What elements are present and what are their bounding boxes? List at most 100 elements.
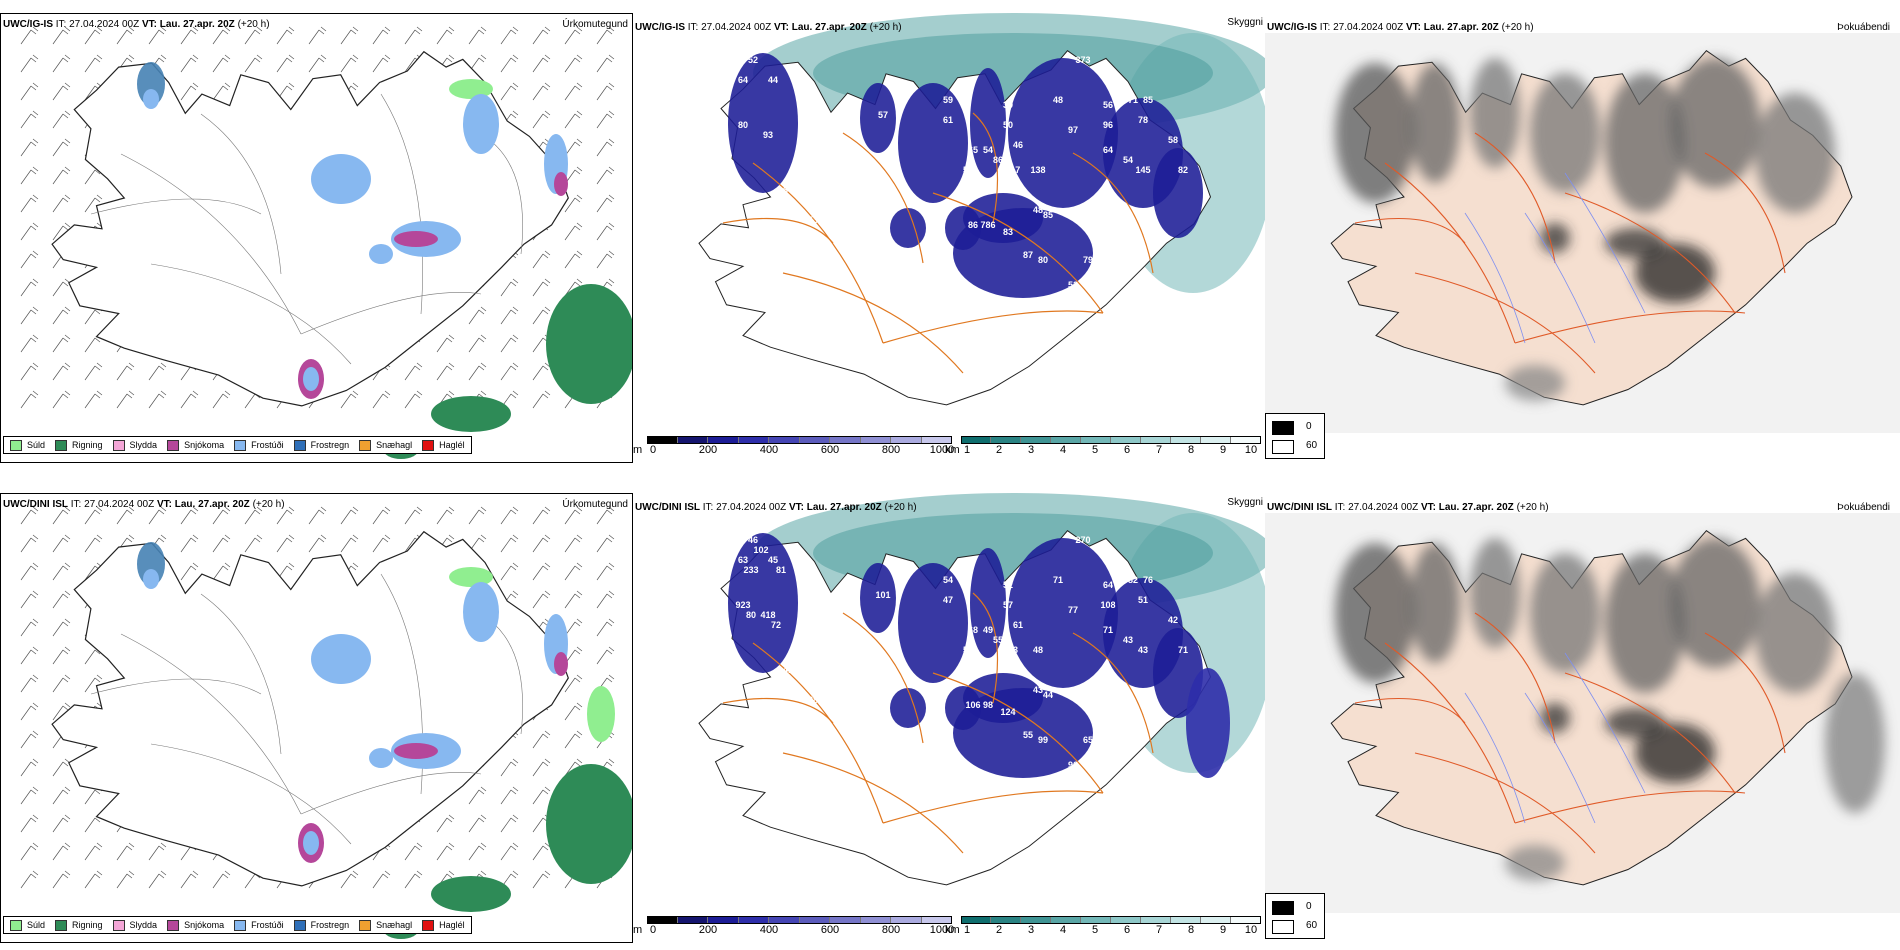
wind-barb xyxy=(148,362,167,381)
precip-area-frostudi xyxy=(311,634,371,684)
legend-label: Snæhagl xyxy=(376,440,413,450)
visibility-value-label: 63 xyxy=(738,555,748,565)
wind-barb xyxy=(84,390,103,409)
visibility-value-label: 145 xyxy=(1135,165,1150,175)
it-value: 27.04.2024 00Z xyxy=(69,19,140,30)
wind-barb xyxy=(564,618,583,637)
river xyxy=(1464,692,1526,824)
legend-swatch xyxy=(167,439,180,451)
wind-barb xyxy=(212,54,231,73)
panel-title: Úrkomutegund xyxy=(562,19,628,30)
colorbar-tick-label: 7 xyxy=(1155,444,1163,456)
wind-barb xyxy=(52,82,71,101)
roads xyxy=(90,93,523,365)
wind-barb xyxy=(20,786,39,805)
colorbar-tick-label: 10 xyxy=(1244,444,1258,456)
colorbar-tick-label: 600 xyxy=(820,444,840,456)
colorbar-segment xyxy=(991,916,1021,924)
precip-legend: Súld Rigning Slydda Snjókoma Frostúði Frostre… xyxy=(3,436,472,454)
colorbar-tick-label: 4 xyxy=(1059,444,1067,456)
wind-barb xyxy=(20,306,39,325)
low-ceiling-area xyxy=(890,208,926,248)
visibility-value-label: 68 xyxy=(968,625,978,635)
it-value: 27.04.2024 00Z xyxy=(716,502,787,513)
visibility-value-label: 54 xyxy=(943,575,953,585)
wind-barb xyxy=(436,842,455,861)
wind-barb xyxy=(52,786,71,805)
visibility-value-label: 108 xyxy=(1095,745,1110,755)
precip-area-rigning xyxy=(431,876,511,912)
road xyxy=(882,790,1104,824)
colorbar-segment xyxy=(1141,916,1171,924)
wind-barb xyxy=(180,534,199,553)
visibility-value-label: 47 xyxy=(1048,300,1058,310)
visibility-value-label: 71 xyxy=(1178,645,1188,655)
roads xyxy=(1354,132,1786,374)
visibility-value-label: 65 xyxy=(1083,735,1093,745)
wind-barb xyxy=(596,82,615,101)
wind-barb xyxy=(52,814,71,833)
wind-barb xyxy=(532,362,551,381)
colorbar-segment xyxy=(830,916,861,924)
wind-barb xyxy=(52,362,71,381)
road xyxy=(782,272,964,374)
precip-area-frostudi xyxy=(143,569,159,589)
visibility-value-label: 71 xyxy=(1053,575,1063,585)
fog-blob xyxy=(1670,538,1760,668)
fog-blob xyxy=(1755,93,1835,213)
wind-barb xyxy=(500,278,519,297)
fog-key: 0 60 xyxy=(1265,893,1325,939)
colorbar-segment xyxy=(677,916,708,924)
legend-swatch xyxy=(422,439,435,451)
road xyxy=(972,112,999,224)
low-ceiling-area xyxy=(898,83,968,203)
precip-area-frostudi xyxy=(369,748,393,768)
visibility-value-label: 54 xyxy=(1123,155,1133,165)
wind-barb xyxy=(84,534,103,553)
road xyxy=(1704,152,1786,274)
visibility-value-label: 61 xyxy=(943,115,953,125)
fog-blob xyxy=(1505,845,1565,881)
colorbar-segment xyxy=(1141,436,1171,444)
visibility-panel-row1: 52 64 44 42 80 93 56 46 64 53 57 59 61 65 54 51 39 50 46 11… xyxy=(633,13,1265,463)
wind-barb xyxy=(52,166,71,185)
colorbar-tick-label: 8 xyxy=(1187,444,1195,456)
river xyxy=(1564,652,1646,794)
legend-item: Súld xyxy=(10,439,45,451)
visibility-value-label: 64 xyxy=(783,185,793,195)
visibility-value-label: 78 xyxy=(1138,115,1148,125)
visibility-value-label: 56 xyxy=(798,155,808,165)
panel-title: Skyggni xyxy=(1227,17,1263,28)
precip-area-rigning xyxy=(546,764,632,884)
wind-barb xyxy=(596,534,615,553)
wind-barb xyxy=(84,842,103,861)
legend-swatch xyxy=(55,439,68,451)
road xyxy=(722,217,834,244)
wind-barb xyxy=(20,758,39,777)
precip-area-suld xyxy=(449,567,493,587)
wind-barb xyxy=(52,390,71,409)
colorbar-tick-label: 800 xyxy=(881,444,901,456)
visibility-value-label: 797 xyxy=(800,585,815,595)
legend-item: Rigning xyxy=(55,439,103,451)
wind-barb xyxy=(564,82,583,101)
colorbar-unit: m xyxy=(633,924,643,936)
vt-label: VT: xyxy=(1405,22,1421,33)
road xyxy=(1564,192,1736,314)
visibility-value-label: 97 xyxy=(1068,125,1078,135)
fog-key-dark xyxy=(1272,421,1294,435)
wind-barb xyxy=(244,506,263,525)
wind-barb xyxy=(596,250,615,269)
wind-barb xyxy=(84,870,103,889)
low-ceiling-area xyxy=(970,548,1006,658)
colorbar-segment xyxy=(1201,916,1231,924)
wind-barb xyxy=(308,54,327,73)
vt-value: Lau. 27.apr. 20Z xyxy=(1438,502,1514,513)
wind-barb xyxy=(84,26,103,45)
fog-key-bottom-label: 60 xyxy=(1306,440,1318,451)
legend-label: Súld xyxy=(27,920,46,930)
wind-barb xyxy=(116,842,135,861)
panel-title: Skyggni xyxy=(1227,497,1263,508)
